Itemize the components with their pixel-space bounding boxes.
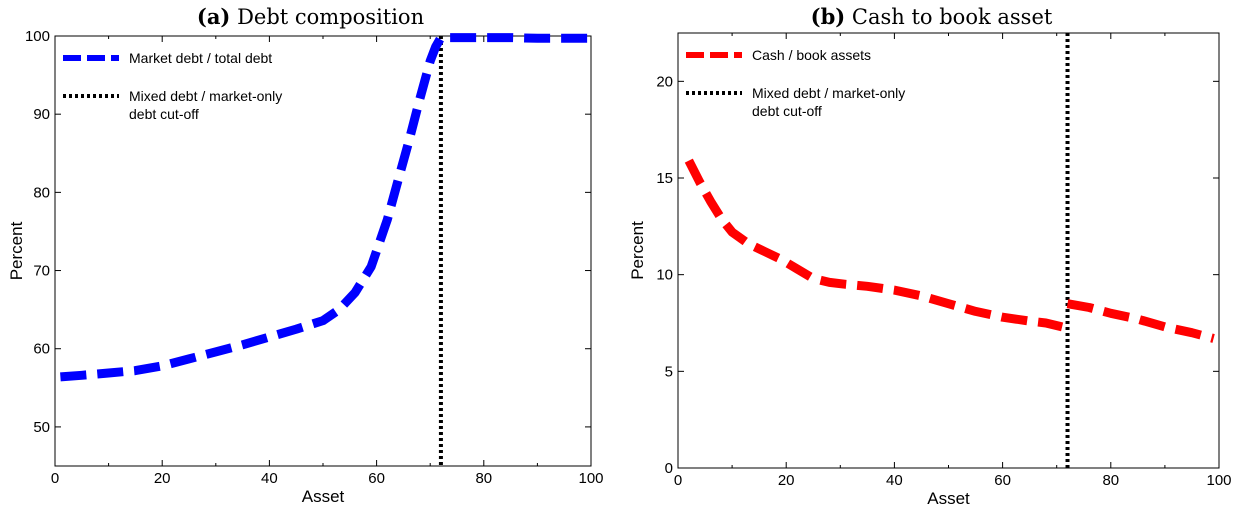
x-tick-label: 20: [154, 470, 171, 487]
y-tick-label: 80: [33, 184, 50, 201]
y-axis-label: Percent: [7, 221, 26, 280]
x-tick-label: 60: [994, 472, 1011, 489]
panel-debt-composition: (a) Debt composition 0 20 40 60 80 100 50 60 70 8…: [0, 4, 621, 506]
y-tick-label: 50: [33, 419, 50, 436]
x-tick-label: 100: [1206, 472, 1231, 489]
y-axis-label: Percent: [628, 221, 647, 280]
x-tick-label: 0: [51, 470, 59, 487]
legend-label-cutoff: Mixed debt / market-only: [752, 85, 905, 101]
legend-label-series: Cash / book assets: [752, 47, 871, 63]
x-tick-label: 80: [475, 470, 492, 487]
y-tick-label: 90: [33, 106, 50, 123]
legend-label-series: Market debt / total debt: [129, 50, 272, 66]
x-axis-label: Asset: [302, 487, 345, 506]
chart-debt-composition: 0 20 40 60 80 100 50 60 70 80 90 100 Asset Percent Mar…: [7, 28, 604, 506]
y-tick-label: 60: [33, 341, 50, 358]
x-tick-label: 100: [578, 470, 603, 487]
chart-title: (a) Debt composition: [0, 4, 621, 29]
x-tick-label: 80: [1102, 472, 1119, 489]
legend-label-cutoff: Mixed debt / market-only: [129, 88, 282, 104]
x-tick-label: 40: [886, 472, 903, 489]
y-tick-label: 10: [656, 267, 673, 284]
x-tick-label: 20: [778, 472, 795, 489]
y-tick-label: 5: [665, 363, 673, 380]
x-tick-label: 40: [261, 470, 278, 487]
panel-cash-to-book-asset: (b) Cash to book asset 0 20 40 60 80 100 0 5 10 1…: [621, 0, 1242, 516]
chart-title: (b) Cash to book asset: [621, 4, 1242, 29]
series-line: [1066, 299, 1215, 343]
legend-label-cutoff: debt cut-off: [129, 106, 199, 122]
panel-label: (a): [196, 4, 231, 29]
y-tick-label: 20: [656, 73, 673, 90]
series-line: [60, 33, 591, 382]
series-line: [684, 158, 1064, 332]
x-axis-label: Asset: [927, 489, 970, 508]
x-tick-label: 0: [674, 472, 682, 489]
x-tick-label: 60: [368, 470, 385, 487]
chart-cash-to-book-asset: 0 20 40 60 80 100 0 5 10 15 20 Asset Percent Cash / b…: [628, 32, 1232, 508]
panel-label: (b): [810, 4, 846, 29]
y-tick-label: 70: [33, 263, 50, 280]
y-tick-label: 15: [656, 170, 673, 187]
y-tick-label: 100: [25, 28, 50, 45]
chart-title-text: Cash to book asset: [851, 5, 1053, 29]
y-tick-label: 0: [665, 460, 673, 477]
chart-title-text: Debt composition: [237, 5, 425, 29]
legend-label-cutoff: debt cut-off: [752, 103, 822, 119]
